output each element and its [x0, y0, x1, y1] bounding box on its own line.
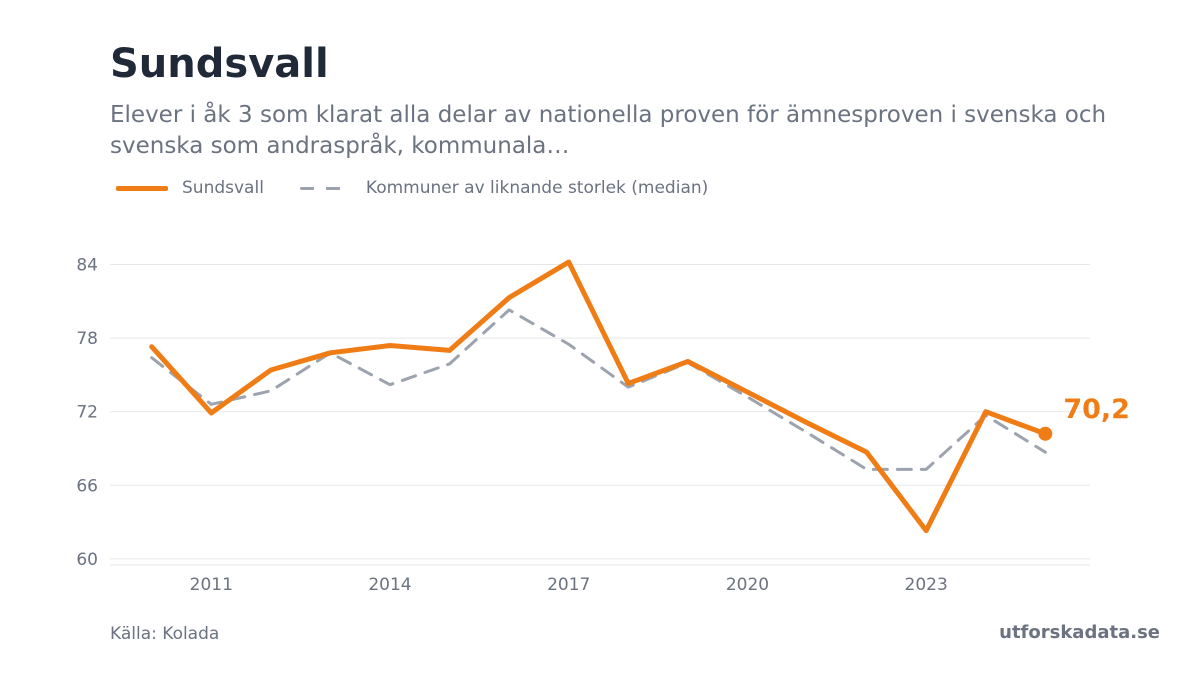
x-tick-label-2023: 2023: [905, 575, 948, 595]
series-line-median: [150, 308, 1047, 471]
y-tick-label-72: 72: [76, 403, 98, 423]
legend-item-sundsvall: Sundsvall: [116, 178, 264, 198]
legend-item-median: Kommuner av liknande storlek (median): [299, 178, 709, 198]
x-tick-label-2020: 2020: [726, 575, 769, 595]
x-tick-label-2011: 2011: [190, 575, 233, 595]
x-tick-label-2017: 2017: [547, 575, 590, 595]
legend-label-median: Kommuner av liknande storlek (median): [365, 178, 709, 198]
legend: Sundsvall Kommuner av liknande storlek (…: [116, 178, 748, 198]
y-tick-label-78: 78: [76, 329, 98, 349]
chart-title: Sundsvall: [110, 41, 329, 87]
legend-label-sundsvall: Sundsvall: [182, 178, 264, 198]
end-value-label: 70,2: [1063, 394, 1130, 425]
legend-swatch-sundsvall: [116, 185, 168, 191]
x-tick-label-2014: 2014: [368, 575, 411, 595]
y-tick-label-60: 60: [76, 550, 98, 570]
y-tick-label-84: 84: [76, 256, 98, 276]
source-label: Källa: Kolada: [110, 624, 220, 644]
chart-subtitle: Elever i åk 3 som klarat alla delar av n…: [110, 102, 1107, 159]
legend-swatch-median: [299, 186, 344, 190]
series-line-sundsvall: [149, 259, 1048, 534]
end-point-marker: [1038, 426, 1053, 441]
brand-label: utforskadata.se: [999, 622, 1160, 643]
y-tick-label-66: 66: [76, 476, 98, 496]
